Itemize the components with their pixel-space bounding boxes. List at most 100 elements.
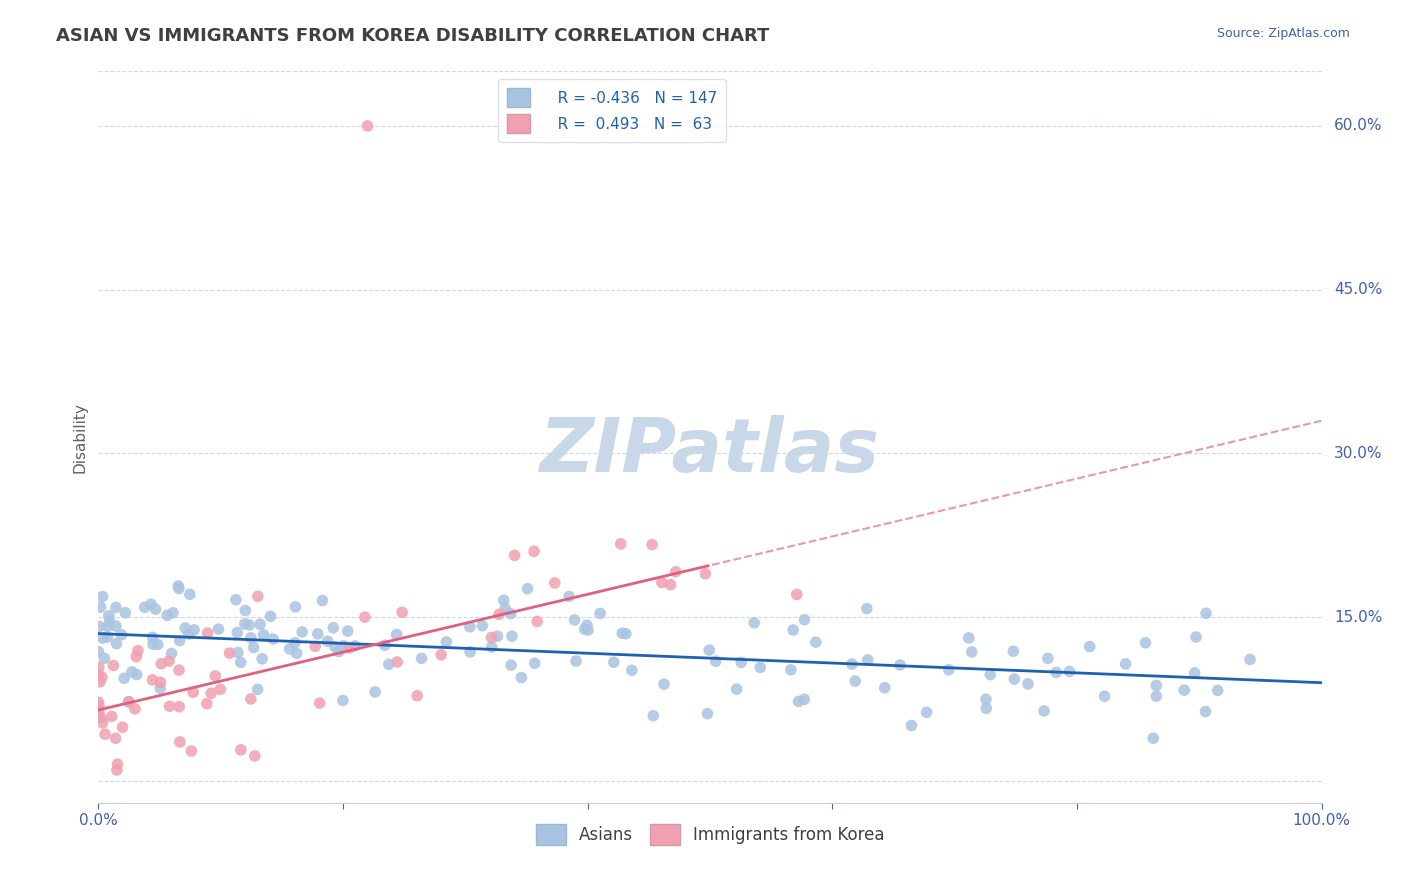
Point (150, 657, 173, 671)
Point (167, 579, 190, 593)
Point (139, 597, 162, 611)
Point (87, 660, 110, 674)
Point (97, 619, 120, 633)
Point (167, 699, 190, 714)
Point (121, 665, 143, 679)
Point (915, 706, 938, 720)
Point (501, 658, 523, 673)
Point (1173, 683, 1195, 698)
Point (730, 656, 752, 670)
Point (960, 645, 983, 659)
Point (250, 652, 273, 666)
Point (575, 618, 598, 632)
Point (112, 671, 135, 685)
Point (328, 644, 350, 658)
Point (291, 624, 314, 639)
Point (804, 635, 827, 649)
Point (704, 654, 727, 668)
Point (177, 627, 200, 641)
Point (87, 667, 110, 681)
Point (104, 600, 127, 615)
Point (1195, 607, 1218, 621)
Point (793, 613, 815, 627)
Point (169, 633, 191, 648)
Point (91, 590, 114, 604)
Text: ZIPatlas: ZIPatlas (540, 415, 880, 488)
Point (458, 620, 481, 634)
Point (406, 689, 429, 703)
Point (157, 654, 180, 668)
Point (94, 727, 117, 741)
Point (104, 731, 127, 746)
Point (1115, 657, 1137, 671)
Point (354, 610, 377, 624)
Point (134, 600, 156, 615)
Point (209, 682, 232, 697)
Point (856, 653, 879, 667)
Point (610, 537, 633, 551)
Point (323, 640, 346, 654)
Point (91, 670, 114, 684)
Point (159, 699, 181, 714)
Point (332, 693, 354, 707)
Point (1045, 665, 1067, 680)
Point (974, 692, 997, 706)
Point (696, 706, 718, 721)
Point (114, 606, 136, 620)
Point (180, 744, 202, 758)
Point (697, 643, 720, 657)
Point (652, 677, 675, 691)
Point (156, 608, 179, 623)
Point (565, 654, 588, 668)
Point (118, 695, 141, 709)
Point (523, 544, 546, 558)
Point (374, 638, 396, 652)
Point (233, 616, 256, 631)
Point (111, 720, 134, 734)
Point (589, 607, 612, 621)
Point (434, 635, 457, 649)
Point (430, 648, 453, 662)
Point (87, 695, 110, 709)
Point (471, 619, 494, 633)
Point (304, 640, 326, 654)
Point (499, 607, 522, 621)
Point (233, 603, 256, 617)
Point (183, 623, 205, 637)
Point (243, 749, 266, 764)
Point (249, 617, 271, 632)
Point (284, 636, 307, 650)
Point (124, 702, 146, 716)
Point (125, 649, 148, 664)
Point (651, 575, 673, 590)
Point (246, 682, 269, 697)
Point (242, 640, 264, 655)
Point (793, 692, 815, 706)
Point (695, 566, 717, 581)
Point (225, 592, 247, 607)
Point (1002, 672, 1025, 686)
Point (87, 705, 110, 719)
Point (503, 549, 526, 563)
Point (307, 627, 329, 641)
Point (343, 639, 366, 653)
Point (107, 757, 129, 772)
Point (612, 626, 634, 640)
Point (87, 708, 110, 723)
Point (246, 590, 269, 604)
Point (841, 657, 863, 671)
Point (1017, 677, 1039, 691)
Point (195, 697, 218, 711)
Point (238, 618, 260, 632)
Point (91, 715, 114, 730)
Text: ASIAN VS IMMIGRANTS FROM KOREA DISABILITY CORRELATION CHART: ASIAN VS IMMIGRANTS FROM KOREA DISABILIT… (56, 27, 769, 45)
Point (856, 601, 879, 615)
Point (167, 582, 190, 596)
Point (957, 631, 980, 645)
Point (1002, 644, 1025, 658)
Point (1184, 665, 1206, 680)
Point (844, 674, 866, 689)
Text: 15.0%: 15.0% (1334, 610, 1382, 624)
Y-axis label: Disability: Disability (72, 401, 87, 473)
Point (481, 631, 503, 645)
